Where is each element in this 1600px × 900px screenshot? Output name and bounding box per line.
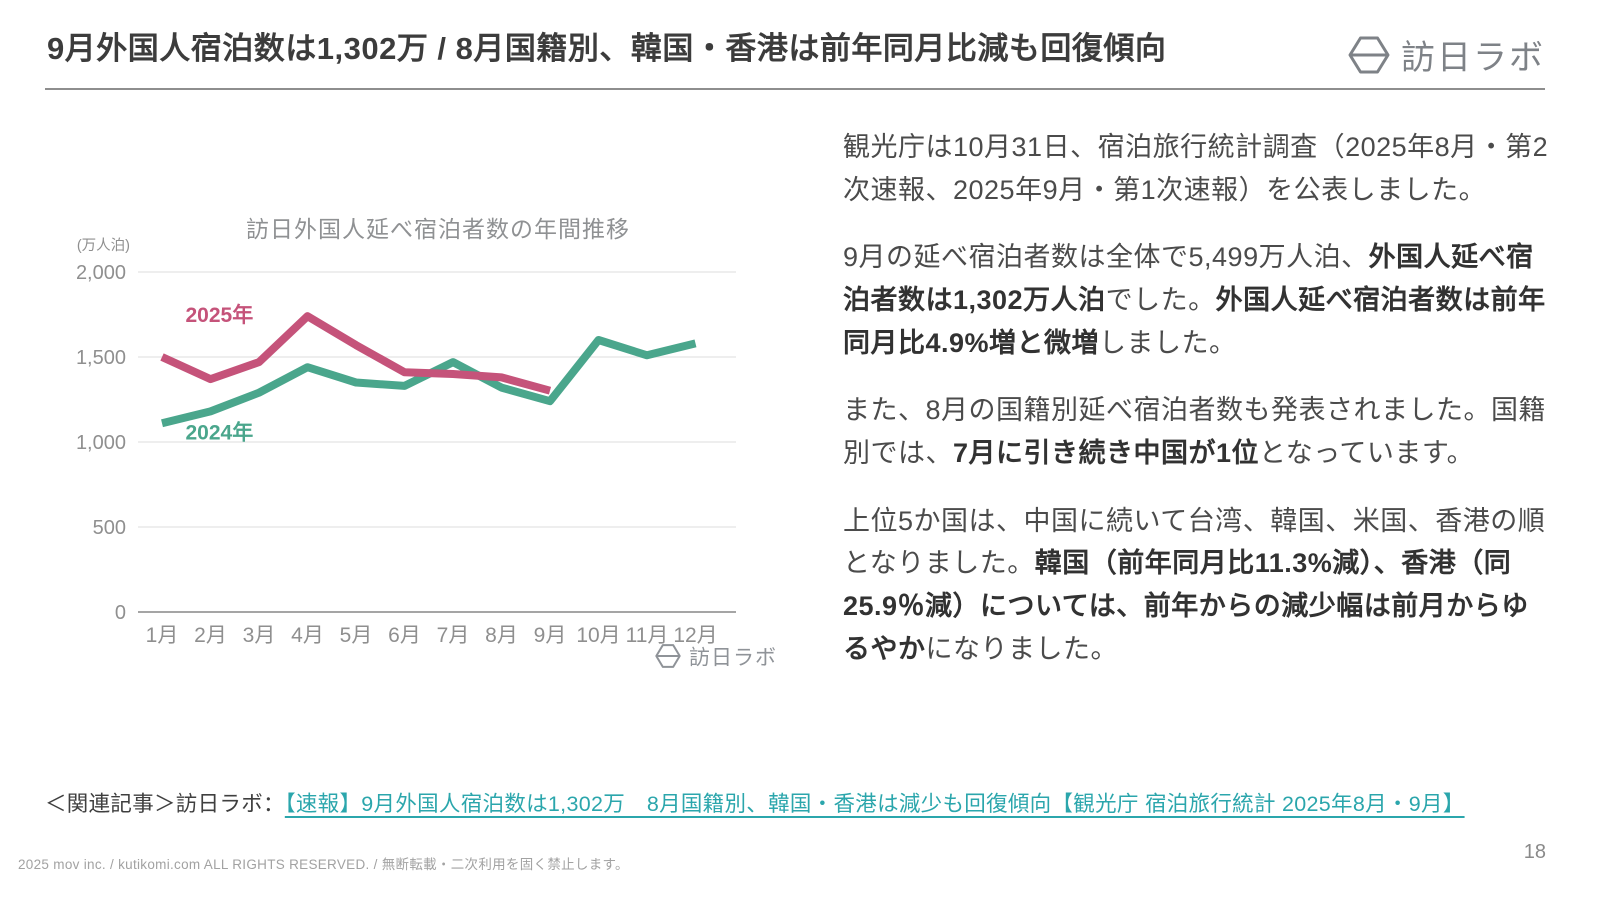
series-line-2025年 — [160, 312, 552, 395]
body-text: になりました。 — [925, 633, 1118, 664]
y-tick-label: 1,500 — [76, 347, 126, 369]
emphasis-text: 7月に引き続き中国が1位 — [953, 437, 1260, 468]
chart-title: 訪日外国人延べ宿泊者数の年間推移 — [246, 216, 630, 242]
emphasis-text: 外国人延べ宿泊者数は1,302万人泊 — [843, 242, 1534, 315]
emphasis-text: 外国人延べ宿泊者数は前年同月比4.9%増と微増 — [843, 284, 1546, 358]
brand-logo: 訪日ラボ — [1347, 30, 1545, 79]
body-text: 9月の延べ宿泊者数は全体で5,499万人泊、 — [843, 242, 1369, 273]
x-tick-label: 2月 — [194, 624, 227, 647]
x-tick-label: 6月 — [388, 624, 421, 647]
copyright-notice: 2025 mov inc. / kutikomi.com ALL RIGHTS … — [18, 857, 629, 872]
x-tick-label: 3月 — [243, 624, 276, 647]
y-tick-label: 2,000 — [76, 262, 126, 284]
accommodation-trend-chart: 0 500 1,000 1,500 2,000 (万人泊) 訪日外国人延べ宿泊者数の年間推移… — [50, 210, 810, 690]
related-article-link[interactable]: 【速報】9月外国人宿泊数は1,302万 8月国籍別、韓国・香港は減少も回復傾向【… — [284, 792, 1465, 816]
related-article-row: ＜関連記事＞訪日ラボ：【速報】9月外国人宿泊数は1,302万 8月国籍別、韓国・… — [45, 787, 1465, 818]
x-tick-label: 8月 — [485, 624, 518, 647]
page-title: 9月外国人宿泊数は1,302万 / 8月国籍別、韓国・香港は前年同月比減も回復傾… — [47, 31, 1167, 66]
hexagon-logo-icon — [1348, 36, 1390, 73]
chart-svg: 0 500 1,000 1,500 2,000 (万人泊) 訪日外国人延べ宿泊者数の年間推移… — [76, 216, 777, 670]
brand-name: 訪日ラボ — [1401, 39, 1545, 77]
x-tick-label: 7月 — [437, 624, 470, 647]
body-text: 上位5か国は、中国に続いて台湾、韓国、米国、香港の順となりました。 — [843, 505, 1546, 579]
body-text: 観光庁は10月31日、宿泊旅行統計調査（2025年8月・第2次速報、2025年9… — [843, 132, 1549, 205]
title-divider — [45, 88, 1545, 90]
body-text: でした。 — [1105, 284, 1216, 315]
article-body: 観光庁は10月31日、宿泊旅行統計調査（2025年8月・第2次速報、2025年9… — [843, 126, 1550, 695]
page-number: 18 — [1523, 841, 1546, 863]
article-paragraph: また、8月の国籍別延べ宿泊者数も発表されました。国籍別では、7月に引き続き中国が… — [843, 389, 1550, 474]
x-tick-label: 10月 — [576, 624, 620, 647]
y-tick-label: 500 — [93, 517, 126, 539]
y-tick-label: 1,000 — [76, 432, 126, 454]
article-paragraph: 上位5か国は、中国に続いて台湾、韓国、米国、香港の順となりました。韓国（前年同月… — [843, 500, 1550, 671]
related-article-prefix: ＜関連記事＞訪日ラボ： — [45, 792, 285, 816]
x-tick-label: 4月 — [291, 624, 324, 647]
emphasis-text: 韓国（前年同月比11.3%減）、香港（同25.9％減）については、前年からの減少… — [843, 548, 1529, 664]
series-label-2024: 2024年 — [186, 420, 254, 444]
watermark-text: 訪日ラボ — [689, 647, 777, 670]
body-text: また、8月の国籍別延べ宿泊者数も発表されました。国籍別では、 — [843, 395, 1547, 468]
series-label-2025: 2025年 — [186, 303, 254, 327]
x-tick-label: 1月 — [146, 624, 179, 647]
x-tick-label: 12月 — [673, 624, 717, 647]
watermark-hexagon-icon — [655, 644, 681, 668]
article-paragraph: 9月の延べ宿泊者数は全体で5,499万人泊、外国人延べ宿泊者数は1,302万人泊… — [843, 236, 1550, 364]
body-text: しました。 — [1099, 327, 1237, 358]
chart-watermark: 訪日ラボ — [655, 644, 777, 670]
x-tick-label: 11月 — [626, 624, 669, 647]
body-text: となっています。 — [1259, 437, 1475, 468]
y-tick-label: 0 — [115, 602, 126, 624]
article-paragraph: 観光庁は10月31日、宿泊旅行統計調査（2025年8月・第2次速報、2025年9… — [843, 126, 1550, 211]
series-line-2024年 — [161, 336, 697, 428]
y-axis-unit-label: (万人泊) — [77, 237, 130, 254]
x-tick-label: 9月 — [534, 624, 567, 647]
x-tick-label: 5月 — [340, 624, 373, 647]
